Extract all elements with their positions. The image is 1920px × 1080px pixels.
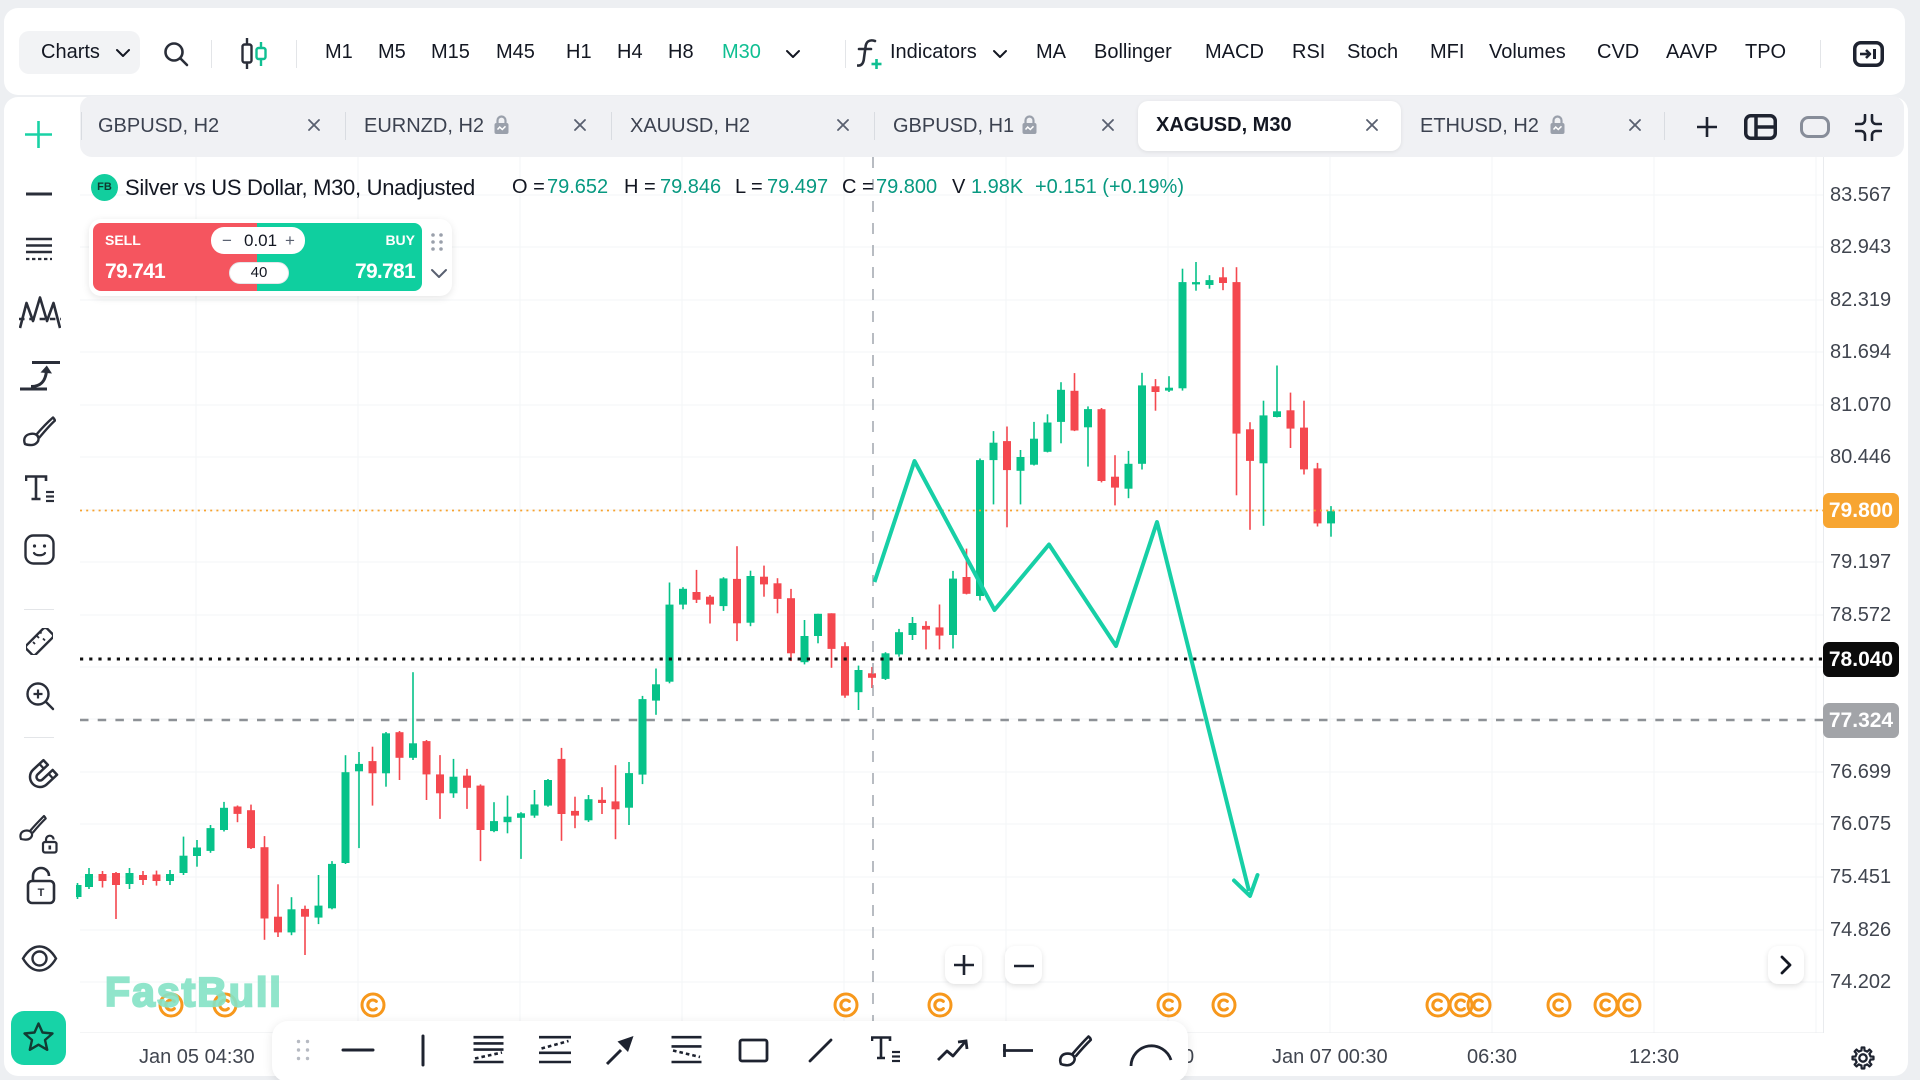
svg-text:FastBull: FastBull <box>105 969 283 1015</box>
svg-text:T: T <box>38 887 45 899</box>
